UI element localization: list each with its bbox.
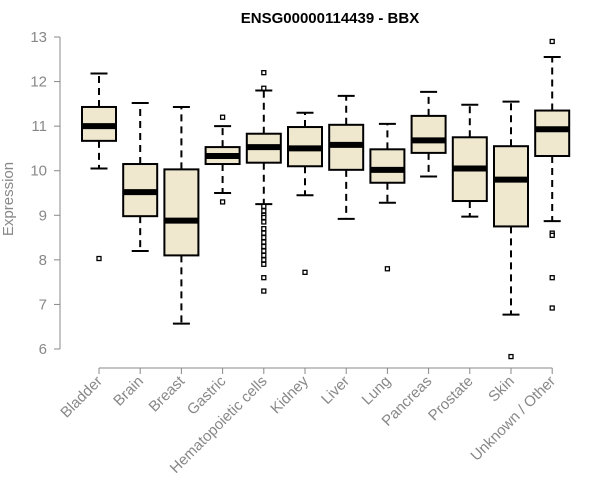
outlier-point [508, 353, 514, 360]
y-tick-label: 10 [30, 163, 47, 180]
box-group [245, 70, 282, 294]
outlier-point [261, 85, 267, 91]
box-iqr [369, 148, 406, 184]
outlier-point [261, 226, 267, 232]
outlier-point [261, 261, 267, 267]
y-tick-label: 7 [39, 296, 47, 313]
chart-title: ENSG00000114439 - BBX [241, 10, 419, 27]
outlier-point [549, 38, 555, 45]
box-group [204, 114, 241, 205]
box-iqr [163, 168, 200, 257]
outlier-point [261, 252, 267, 259]
outlier-point [261, 243, 267, 250]
outlier-point [261, 203, 267, 210]
box-iqr [410, 114, 447, 154]
outlier-point [261, 248, 267, 254]
y-axis: 6 7 8 9 10 11 12 13 [30, 29, 61, 358]
y-tick-label: 13 [30, 29, 47, 46]
boxes-group [81, 38, 571, 360]
x-tick-label: Kidney [267, 372, 312, 417]
outlier-point [96, 255, 102, 262]
outlier-point [384, 266, 391, 272]
box-iqr [493, 145, 529, 228]
x-tick-label: Bladder [57, 373, 106, 422]
box-group [534, 38, 571, 311]
outlier-point [261, 70, 267, 76]
outlier-point [261, 275, 267, 281]
outlier-point [261, 257, 267, 263]
y-tick-label: 9 [39, 207, 47, 224]
outlier-point [219, 199, 226, 205]
x-tick-label: Breast [146, 372, 189, 415]
box-group [369, 122, 406, 272]
x-tick-label: Brain [110, 373, 147, 410]
box-group [451, 103, 488, 218]
y-tick-label: 6 [39, 341, 47, 358]
box-group [287, 111, 323, 275]
y-axis-title: Expression [0, 162, 17, 236]
x-tick-label: Prostate [425, 373, 477, 425]
x-tick-label: Skin [485, 373, 518, 406]
box-group [493, 100, 529, 360]
outlier-point [261, 208, 267, 214]
y-tick-label: 8 [39, 252, 47, 269]
x-tick-label: Liver [318, 373, 353, 408]
box-group [163, 105, 200, 325]
outlier-point [261, 219, 267, 225]
outlier-point [261, 234, 267, 241]
y-tick-label: 11 [31, 118, 47, 135]
outlier-point [219, 114, 226, 120]
x-tick-label: Lung [359, 373, 395, 409]
box-iqr [534, 109, 571, 158]
outlier-point [302, 269, 308, 275]
outlier-point [261, 239, 267, 245]
box-group [328, 94, 365, 220]
outlier-point [261, 214, 267, 221]
outlier-point [261, 288, 267, 294]
box-group [81, 72, 117, 262]
outlier-point [549, 232, 555, 238]
box-group [122, 101, 159, 252]
y-tick-label: 12 [30, 74, 47, 91]
box-group [410, 90, 447, 178]
outlier-point [549, 305, 555, 311]
outlier-point [261, 230, 267, 236]
outlier-point [549, 275, 555, 281]
